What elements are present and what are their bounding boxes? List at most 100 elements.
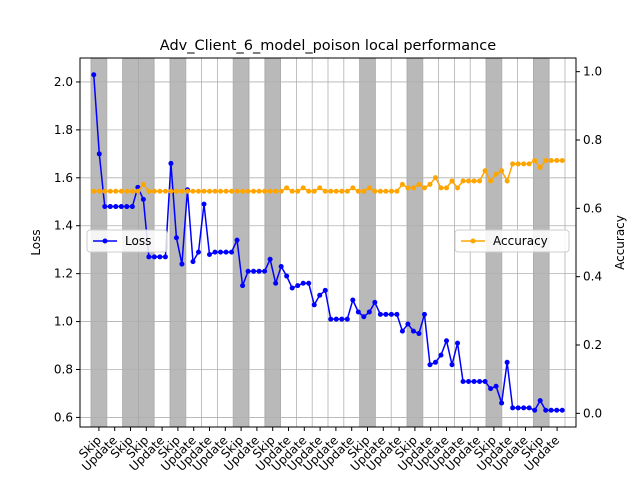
left-axis: 0.6 0.8 1.0 1.2 1.4 1.6 1.8 2.0 [54, 75, 80, 424]
loss-point [146, 254, 152, 260]
legend-loss-label: Loss [125, 234, 151, 248]
accuracy-point [372, 188, 378, 194]
loss-point [444, 338, 449, 344]
loss-point [427, 362, 433, 368]
accuracy-point [201, 188, 207, 194]
accuracy-point [466, 178, 472, 184]
accuracy-point [317, 185, 323, 191]
accuracy-point [377, 188, 383, 194]
loss-point [118, 204, 124, 210]
plot-frame [79, 57, 577, 428]
loss-point [559, 407, 565, 413]
loss-point [504, 359, 510, 365]
loss-point [366, 309, 372, 315]
loss-point [289, 285, 295, 291]
accuracy-point [427, 181, 433, 187]
loss-point [477, 378, 483, 384]
left-tick-label: 1.2 [54, 267, 73, 281]
loss-point [140, 196, 146, 202]
grid [80, 58, 576, 427]
loss-point [344, 316, 350, 322]
accuracy-point [554, 158, 560, 163]
accuracy-point [229, 188, 235, 194]
accuracy-point [333, 188, 339, 194]
loss-point [543, 407, 549, 413]
loss-point [284, 273, 290, 279]
loss-point [526, 405, 532, 411]
accuracy-point [350, 185, 356, 191]
legend-loss-marker [102, 238, 108, 244]
right-tick-label: 0.2 [583, 338, 602, 352]
loss-point [377, 311, 383, 317]
loss-point [455, 340, 461, 346]
accuracy-point [355, 188, 361, 194]
accuracy-point [328, 188, 334, 194]
loss-point [388, 311, 394, 317]
accuracy-point [135, 188, 141, 194]
chart-title: Adv_Client_6_model_poison local performa… [160, 38, 496, 54]
accuracy-point [455, 185, 461, 191]
skip-band [406, 57, 424, 428]
accuracy-point [449, 178, 455, 184]
loss-point [438, 352, 444, 358]
loss-point [537, 398, 543, 404]
accuracy-point [223, 188, 229, 194]
accuracy-point [488, 178, 494, 184]
accuracy-point [504, 178, 510, 184]
loss-point [394, 311, 400, 317]
loss-point [102, 204, 108, 210]
loss-point [218, 249, 224, 255]
accuracy-point [129, 188, 135, 194]
loss-point [521, 405, 527, 411]
accuracy-point [113, 188, 119, 194]
accuracy-point [521, 161, 527, 167]
legend-loss: Loss [86, 229, 168, 253]
loss-point [162, 254, 168, 260]
accuracy-point [344, 188, 350, 194]
accuracy-point [515, 161, 521, 167]
accuracy-point [559, 158, 565, 163]
right-tick-label: 1.0 [583, 65, 602, 79]
accuracy-point [493, 171, 499, 177]
accuracy-point [548, 158, 554, 163]
accuracy-point [195, 188, 201, 194]
accuracy-point [510, 161, 516, 167]
accuracy-point [251, 188, 257, 194]
accuracy-point [278, 188, 284, 194]
accuracy-point [184, 188, 190, 194]
loss-point [333, 316, 339, 322]
legend-accuracy-marker [470, 238, 476, 244]
accuracy-point [421, 185, 427, 191]
accuracy-point [162, 188, 168, 194]
loss-point [311, 302, 317, 308]
right-tick-label: 0.8 [583, 133, 602, 147]
accuracy-point [405, 185, 411, 191]
right-tick-label: 0.0 [583, 406, 602, 420]
loss-point [499, 400, 505, 406]
accuracy-series [91, 158, 565, 194]
loss-point [466, 378, 472, 384]
accuracy-point [410, 185, 416, 191]
accuracy-point [416, 181, 422, 187]
loss-point [273, 280, 279, 286]
accuracy-point [361, 188, 367, 194]
loss-point [168, 160, 174, 166]
accuracy-point [96, 188, 102, 194]
accuracy-point [273, 188, 279, 194]
loss-point [240, 283, 246, 289]
accuracy-point [190, 188, 196, 194]
accuracy-point [383, 188, 389, 194]
accuracy-point [262, 188, 268, 194]
accuracy-point [284, 185, 290, 191]
accuracy-point [118, 188, 124, 194]
accuracy-point [102, 188, 108, 194]
right-tick-label: 0.4 [583, 270, 602, 284]
loss-point [306, 280, 312, 286]
loss-point [295, 283, 301, 289]
loss-point [471, 378, 477, 384]
accuracy-point [311, 188, 317, 194]
loss-series [91, 72, 565, 413]
accuracy-point [482, 168, 488, 174]
accuracy-point [234, 188, 240, 194]
